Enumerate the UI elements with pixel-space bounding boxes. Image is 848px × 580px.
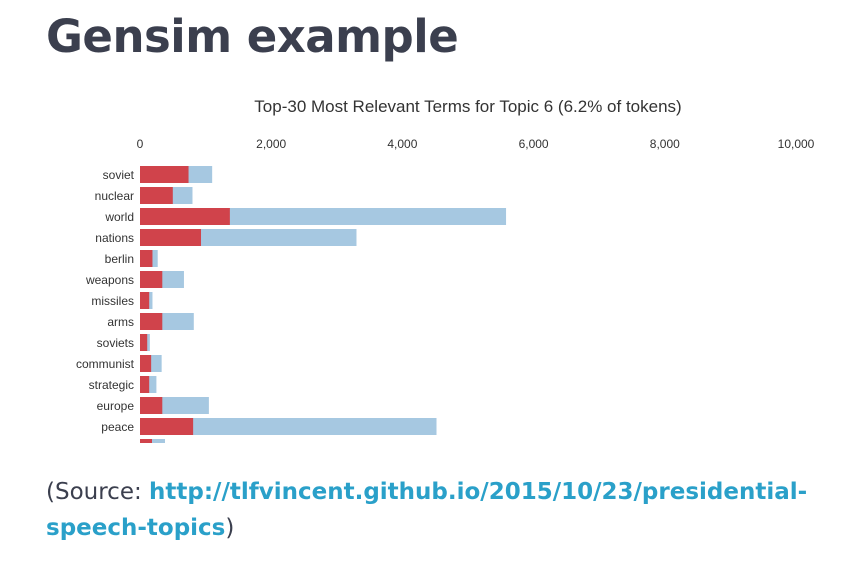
x-tick-label: 8,000 <box>650 137 680 151</box>
topic-frequency-bar <box>140 229 202 246</box>
y-category-label: strategic <box>89 378 134 392</box>
x-tick-label: 0 <box>137 137 144 151</box>
topic-frequency-bar <box>140 397 163 414</box>
page-title: Gensim example <box>46 10 459 63</box>
y-axis-labels: soviet nuclear world nations berlin weapons mi… <box>76 168 135 434</box>
overall-frequency-bar <box>140 208 507 225</box>
y-category-label: europe <box>97 399 135 413</box>
bar-chart: Top-30 Most Relevant Terms for Topic 6 (… <box>76 97 815 443</box>
overall-frequency-bar <box>140 418 437 435</box>
clipped-topic-bar <box>140 439 152 443</box>
y-category-label: communist <box>76 357 135 371</box>
x-axis-ticks: 0 2,000 4,000 6,000 8,000 10,000 <box>137 137 815 151</box>
x-tick-label: 2,000 <box>256 137 286 151</box>
topic-frequency-bar <box>140 355 152 372</box>
y-category-label: world <box>104 210 134 224</box>
source-link[interactable]: http://tlfvincent.github.io/2015/10/23/p… <box>46 479 808 541</box>
topic-frequency-bar <box>140 271 163 288</box>
topic-frequency-bar <box>140 334 148 351</box>
topic-frequency-bar <box>140 166 189 183</box>
y-category-label: arms <box>107 315 134 329</box>
topic-frequency-bar <box>140 187 173 204</box>
x-tick-label: 4,000 <box>387 137 417 151</box>
bars <box>140 166 507 443</box>
y-category-label: weapons <box>85 273 134 287</box>
y-category-label: soviets <box>97 336 134 350</box>
topic-frequency-bar <box>140 418 194 435</box>
y-category-label: soviet <box>103 168 135 182</box>
y-category-label: berlin <box>105 252 134 266</box>
x-tick-label: 6,000 <box>519 137 549 151</box>
topic-frequency-bar <box>140 208 230 225</box>
topic-frequency-bar <box>140 376 150 393</box>
y-category-label: peace <box>101 420 134 434</box>
topic-frequency-bar <box>140 313 163 330</box>
topic-frequency-bar <box>140 250 153 267</box>
y-category-label: nations <box>95 231 134 245</box>
topic-frequency-bar <box>140 292 150 309</box>
chart-title: Top-30 Most Relevant Terms for Topic 6 (… <box>254 97 681 116</box>
y-category-label: missiles <box>91 294 134 308</box>
clipped-overall-bar <box>140 439 165 443</box>
x-tick-label: 10,000 <box>778 137 815 151</box>
caption-prefix: (Source: <box>46 479 150 505</box>
caption-suffix: ) <box>225 515 235 541</box>
source-caption: (Source: http://tlfvincent.github.io/201… <box>46 474 826 546</box>
y-category-label: nuclear <box>95 189 134 203</box>
